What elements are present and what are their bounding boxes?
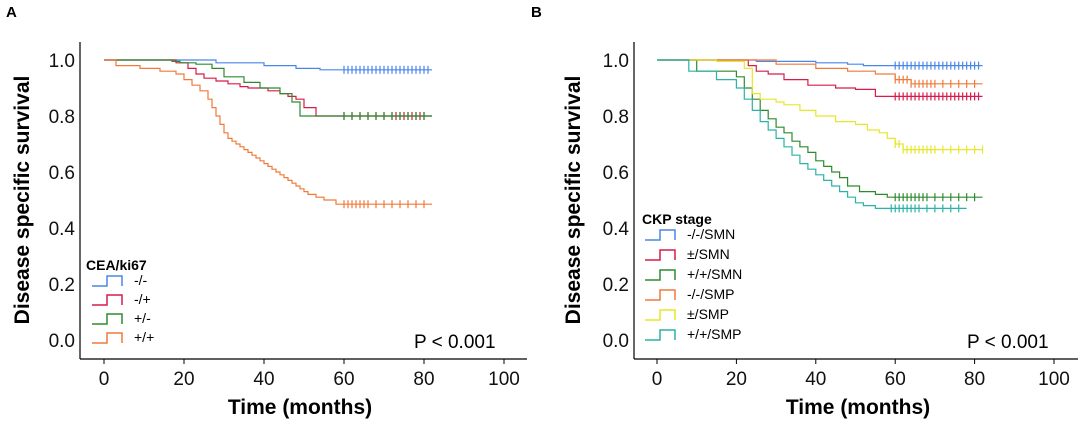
legend-key bbox=[645, 289, 676, 301]
x-tick-label: 100 bbox=[488, 369, 520, 390]
x-tick-label: 20 bbox=[726, 369, 747, 390]
legend: -/- -/+ +/- +/+ bbox=[92, 272, 154, 345]
x-tick-label: 40 bbox=[253, 369, 274, 390]
y-tick-label: 0.0 bbox=[49, 331, 75, 352]
x-tick-label: 100 bbox=[1038, 369, 1070, 390]
x-tick-label: 80 bbox=[964, 369, 985, 390]
legend-label: -/-/SMN bbox=[687, 226, 735, 242]
legend-title: CKP stage bbox=[642, 211, 712, 227]
legend-key bbox=[645, 329, 676, 341]
curve-+/+/SMN bbox=[657, 59, 983, 198]
survival-curves bbox=[657, 59, 984, 213]
axis-ticks: 0 20 40 60 80 100 0.0 0.2 0.4 0.6 0.8 1.0 bbox=[603, 51, 1070, 390]
y-axis-title: Disease specific survival bbox=[11, 76, 34, 325]
y-axis-title: Disease specific survival bbox=[562, 76, 585, 325]
legend-key bbox=[645, 269, 676, 281]
y-tick-label: 0.6 bbox=[603, 163, 629, 184]
curve-±/SMN bbox=[657, 59, 983, 97]
y-tick-label: 0.8 bbox=[49, 107, 75, 128]
legend-key bbox=[645, 249, 676, 261]
p-value-annotation: P < 0.001 bbox=[414, 332, 496, 353]
survival-curves bbox=[104, 59, 432, 209]
x-tick-label: 40 bbox=[805, 369, 826, 390]
legend-title: CEA/ki67 bbox=[86, 257, 147, 273]
x-axis-title: Time (months) bbox=[786, 396, 930, 419]
y-tick-label: 0.2 bbox=[49, 275, 75, 296]
curve-+/+ bbox=[104, 59, 432, 205]
y-tick-label: 0.8 bbox=[603, 107, 629, 128]
legend-label: +/+ bbox=[134, 329, 154, 345]
y-tick-label: 1.0 bbox=[603, 51, 629, 72]
panel-a: A Time (months) Disease specific surviva… bbox=[6, 4, 527, 419]
curve--/-/SMP bbox=[657, 59, 983, 85]
y-tick-label: 0.6 bbox=[49, 163, 75, 184]
y-tick-label: 0.0 bbox=[603, 331, 629, 352]
y-tick-label: 0.2 bbox=[603, 275, 629, 296]
panel-b: B Time (months) Disease specific surviva… bbox=[531, 4, 1078, 419]
legend-key bbox=[92, 275, 123, 287]
x-tick-label: 0 bbox=[652, 369, 663, 390]
curve--/- bbox=[104, 59, 432, 71]
legend-key bbox=[645, 309, 676, 321]
legend-label: -/+ bbox=[134, 291, 151, 307]
legend-key bbox=[645, 229, 676, 241]
x-tick-label: 0 bbox=[99, 369, 110, 390]
curve--/-/SMN bbox=[657, 59, 983, 67]
y-tick-label: 0.4 bbox=[49, 219, 76, 240]
legend-key bbox=[92, 294, 123, 306]
legend-label: -/-/SMP bbox=[687, 286, 734, 302]
x-tick-label: 20 bbox=[173, 369, 194, 390]
curve-+/- bbox=[104, 59, 432, 117]
legend-label: ±/SMP bbox=[687, 306, 729, 322]
p-value-annotation: P < 0.001 bbox=[967, 332, 1049, 353]
legend: -/-/SMN ±/SMN +/+/SMN -/-/SMP ±/SMP +/+/SMP bbox=[645, 226, 742, 342]
panel-label-b: B bbox=[531, 4, 542, 21]
legend-key bbox=[92, 332, 123, 344]
x-tick-label: 60 bbox=[885, 369, 906, 390]
legend-label: +/- bbox=[134, 310, 151, 326]
x-axis-title: Time (months) bbox=[228, 396, 372, 419]
legend-key bbox=[92, 313, 123, 325]
legend-label: ±/SMN bbox=[687, 246, 730, 262]
curve-±/SMP bbox=[657, 59, 983, 151]
y-tick-label: 1.0 bbox=[49, 51, 75, 72]
x-tick-label: 60 bbox=[333, 369, 354, 390]
curve--/+ bbox=[104, 59, 432, 117]
x-tick-label: 80 bbox=[413, 369, 434, 390]
y-tick-label: 0.4 bbox=[603, 219, 630, 240]
curve-+/+/SMP bbox=[657, 59, 967, 209]
axis-ticks: 0 20 40 60 80 100 0.0 0.2 0.4 0.6 0.8 1.0 bbox=[49, 51, 520, 390]
legend-label: +/+/SMP bbox=[687, 326, 741, 342]
legend-label: -/- bbox=[134, 272, 148, 288]
legend-label: +/+/SMN bbox=[687, 266, 742, 282]
panel-label-a: A bbox=[6, 4, 17, 21]
